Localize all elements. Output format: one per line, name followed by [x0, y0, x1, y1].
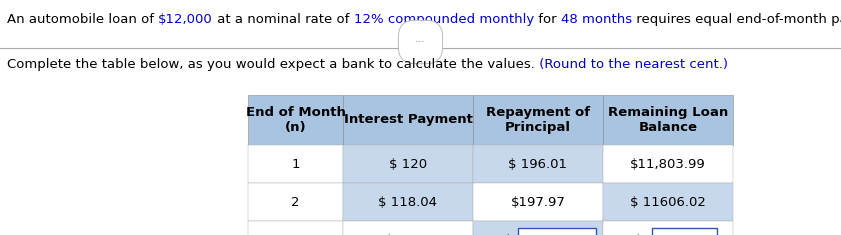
- Bar: [343, 183, 473, 221]
- Text: requires equal end-of-month payments of: requires equal end-of-month payments of: [632, 13, 841, 26]
- Text: at a nominal rate of: at a nominal rate of: [213, 13, 353, 26]
- Bar: [248, 95, 343, 145]
- Bar: [248, 183, 343, 221]
- Text: $ 118.04: $ 118.04: [378, 196, 437, 208]
- Text: End of Month
(n): End of Month (n): [246, 106, 346, 134]
- Text: $12,000: $12,000: [158, 13, 213, 26]
- Text: $ 11606.02: $ 11606.02: [630, 196, 706, 208]
- Text: 48 months: 48 months: [561, 13, 632, 26]
- Text: $197.97: $197.97: [510, 196, 565, 208]
- Text: $ 120: $ 120: [389, 157, 427, 171]
- Bar: [473, 145, 603, 183]
- Bar: [248, 221, 343, 235]
- Text: 1: 1: [291, 157, 299, 171]
- Bar: [473, 95, 603, 145]
- Text: Complete the table below, as you would expect a bank to calculate the values.: Complete the table below, as you would e…: [7, 58, 535, 71]
- Bar: [603, 95, 733, 145]
- Text: (Round to the nearest cent.): (Round to the nearest cent.): [535, 58, 727, 71]
- Text: for: for: [534, 13, 561, 26]
- Bar: [603, 221, 733, 235]
- Text: 13: 13: [287, 234, 304, 235]
- Text: ···: ···: [415, 37, 426, 47]
- Bar: [653, 228, 717, 235]
- Text: $: $: [504, 234, 512, 235]
- Text: 12% compounded monthly: 12% compounded monthly: [353, 13, 534, 26]
- Bar: [519, 228, 596, 235]
- Bar: [473, 221, 603, 235]
- Text: $ 196.01: $ 196.01: [509, 157, 568, 171]
- Bar: [473, 183, 603, 221]
- Bar: [248, 145, 343, 183]
- Bar: [343, 95, 473, 145]
- Text: Interest Payment: Interest Payment: [344, 114, 473, 126]
- Text: Repayment of
Principal: Repayment of Principal: [486, 106, 590, 134]
- Text: 220.87: 220.87: [534, 234, 580, 235]
- Text: 2: 2: [291, 196, 299, 208]
- Text: Remaining Loan
Balance: Remaining Loan Balance: [608, 106, 728, 134]
- Text: $: $: [633, 234, 642, 235]
- Bar: [343, 145, 473, 183]
- Text: An automobile loan of: An automobile loan of: [7, 13, 158, 26]
- Bar: [603, 145, 733, 183]
- Text: $95.14: $95.14: [385, 234, 431, 235]
- Bar: [343, 221, 473, 235]
- Bar: [603, 183, 733, 221]
- Text: $11,803.99: $11,803.99: [630, 157, 706, 171]
